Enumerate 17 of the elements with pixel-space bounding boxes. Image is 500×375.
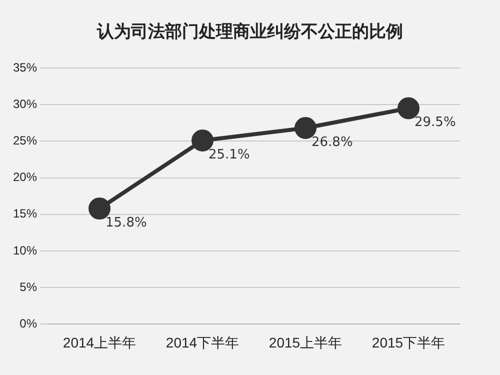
x-tick-label: 2014上半年 [62,334,136,350]
y-tick-label: 30% [12,96,38,111]
chart-title: 认为司法部门处理商业纠纷不公正的比例 [96,21,404,43]
y-tick-label: 5% [20,280,38,294]
x-tick-label: 2015上半年 [268,334,342,350]
y-tick-label: 0% [20,316,38,331]
y-tick-label: 25% [12,134,38,148]
x-tick-label: 2014下半年 [166,334,240,350]
data-label: 25.1% [208,147,250,162]
y-tick-label: 20% [12,170,38,184]
data-label: 29.5% [414,115,456,130]
y-tick-label: 35% [12,60,38,74]
data-label: 15.8% [106,215,147,230]
x-tick-label: 2015下半年 [372,334,446,350]
y-tick-label: 15% [12,206,38,221]
data-label: 26.8% [312,134,353,150]
y-tick-label: 10% [12,243,38,258]
